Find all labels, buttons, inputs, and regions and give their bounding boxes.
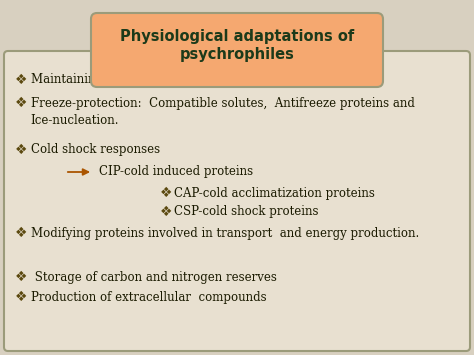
FancyBboxPatch shape	[91, 13, 383, 87]
Text: psychrophiles: psychrophiles	[180, 48, 294, 62]
Text: Production of extracellular  compounds: Production of extracellular compounds	[31, 290, 266, 304]
Text: CSP-cold shock proteins: CSP-cold shock proteins	[174, 206, 319, 218]
Text: ❖: ❖	[15, 270, 27, 284]
Text: CAP-cold acclimatization proteins: CAP-cold acclimatization proteins	[174, 186, 375, 200]
Text: Modifying proteins involved in transport  and energy production.: Modifying proteins involved in transport…	[31, 226, 419, 240]
FancyBboxPatch shape	[4, 51, 470, 351]
Text: CIP-cold induced proteins: CIP-cold induced proteins	[99, 165, 253, 179]
Text: ❖: ❖	[15, 73, 27, 87]
Text: ❖: ❖	[160, 186, 173, 200]
Text: Cold shock responses: Cold shock responses	[31, 143, 160, 157]
Text: Freeze-protection:  Compatible solutes,  Antifreeze proteins and: Freeze-protection: Compatible solutes, A…	[31, 97, 415, 109]
Text: Physiological adaptations of: Physiological adaptations of	[120, 29, 354, 44]
Text: ❖: ❖	[15, 290, 27, 304]
Text: ❖: ❖	[160, 205, 173, 219]
Text: ❖: ❖	[15, 96, 27, 110]
Text: Maintaining cell membrane fluidity (FA, carotenoids).: Maintaining cell membrane fluidity (FA, …	[31, 73, 351, 87]
Text: Ice-nucleation.: Ice-nucleation.	[30, 115, 118, 127]
Text: ❖: ❖	[15, 143, 27, 157]
Text: ❖: ❖	[15, 226, 27, 240]
Text: Storage of carbon and nitrogen reserves: Storage of carbon and nitrogen reserves	[31, 271, 277, 284]
